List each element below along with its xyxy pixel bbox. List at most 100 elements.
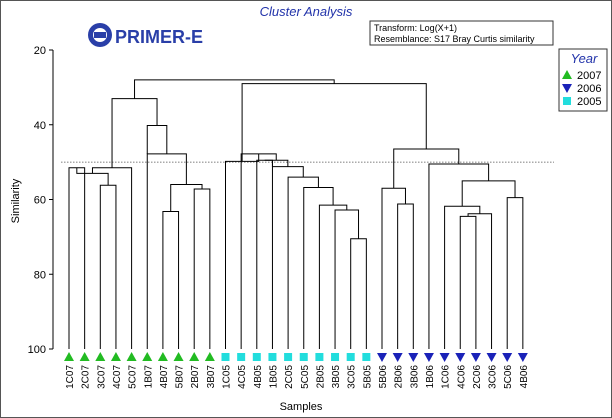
dendrogram-link <box>146 124 168 154</box>
dendrogram-link <box>444 205 481 349</box>
sample-marker-1b07 <box>142 352 153 361</box>
sample-label: 5B06 <box>378 365 389 389</box>
dendrogram-link <box>350 238 367 349</box>
sample-marker-1c05 <box>221 353 230 361</box>
resemblance-text: Resemblance: S17 Bray Curtis similarity <box>374 34 535 44</box>
sample-label: 3C07 <box>96 365 107 389</box>
dendrogram-link <box>111 98 158 168</box>
legend-title: Year <box>571 51 598 66</box>
sample-marker-2b07 <box>189 352 200 361</box>
y-tick-label: 40 <box>34 120 46 132</box>
sample-label: 4B05 <box>253 365 264 389</box>
y-tick-label: 80 <box>34 269 46 281</box>
sample-marker-4c07 <box>110 352 121 361</box>
dendrogram-link <box>334 209 360 349</box>
dendrogram-link <box>467 213 493 349</box>
sample-label: 5C05 <box>300 365 311 389</box>
sample-label: 4C05 <box>237 365 248 389</box>
sample-marker-2b05 <box>315 353 324 361</box>
dendrogram-link <box>381 187 406 349</box>
sample-marker-1c06 <box>439 353 450 362</box>
sample-label: 3B06 <box>409 365 420 389</box>
sample-label: 2B06 <box>394 365 405 389</box>
legend-marker-2006 <box>562 84 572 93</box>
dendrogram-link <box>99 184 117 349</box>
sample-marker-2c06 <box>470 353 481 362</box>
sample-marker-5c07 <box>126 352 137 361</box>
logo-text: PRIMER-E <box>115 27 203 47</box>
primer-e-logo: PRIMER-E <box>88 23 203 47</box>
legend-marker-2005 <box>563 97 571 105</box>
sample-marker-3b06 <box>408 353 419 362</box>
chart-title: Cluster Analysis <box>260 4 353 19</box>
sample-label: 3B07 <box>206 365 217 389</box>
sample-label: 4C07 <box>112 365 123 389</box>
sample-marker-5b05 <box>362 353 371 361</box>
sample-label: 1B07 <box>143 365 154 389</box>
y-axis: 20 40 60 80 100 <box>28 45 54 356</box>
dendrogram-link <box>397 203 414 349</box>
sample-label: 3C05 <box>347 365 358 389</box>
dendrogram-link <box>264 159 289 167</box>
sample-marker-2b06 <box>392 353 403 362</box>
sample-label: 2C07 <box>81 365 92 389</box>
sample-label: 2C05 <box>284 365 295 389</box>
sample-marker-4c06 <box>455 353 466 362</box>
sample-marker-5b07 <box>173 352 184 361</box>
dendrogram-link <box>193 188 211 349</box>
dendrogram-link <box>393 148 460 189</box>
sample-marker-4b05 <box>252 353 261 361</box>
sample-label: 4C06 <box>456 365 467 389</box>
dendrogram-link <box>225 153 260 349</box>
dendrogram-link <box>162 210 180 349</box>
sample-label: 3C06 <box>488 365 499 389</box>
sample-marker-5c05 <box>299 353 308 361</box>
sample-marker-4b07 <box>157 352 168 361</box>
sample-labels: 1C07 2C07 3C07 4C07 5C07 1B07 4B07 5B07 2B07 3B07… <box>65 365 530 389</box>
y-tick-label: 60 <box>34 195 46 207</box>
legend-marker-2007 <box>562 70 572 79</box>
sample-label: 5B07 <box>175 365 186 389</box>
dendrogram-link <box>506 197 524 349</box>
y-tick-label: 100 <box>28 344 46 356</box>
sample-marker-3c07 <box>95 352 106 361</box>
sample-marker-3b05 <box>331 353 340 361</box>
dendrogram-link <box>428 163 490 349</box>
sample-marker-2c07 <box>79 352 90 361</box>
sample-label: 1B06 <box>425 365 436 389</box>
sample-label: 1C06 <box>441 365 452 389</box>
y-axis-label: Similarity <box>10 178 22 223</box>
sample-marker-4b06 <box>517 353 528 362</box>
legend-label: 2007 <box>577 70 601 82</box>
transform-text: Transform: Log(X+1) <box>374 23 457 33</box>
sample-label: 2B07 <box>190 365 201 389</box>
sample-label: 2B05 <box>315 365 326 389</box>
dendrogram-link <box>146 153 187 349</box>
dendrogram-link <box>240 153 277 349</box>
sample-marker-5c06 <box>502 353 513 362</box>
sample-marker-3c05 <box>346 353 355 361</box>
sample-label: 1B05 <box>268 365 279 389</box>
sample-label: 2C06 <box>472 365 483 389</box>
sample-label: 5B05 <box>362 365 373 389</box>
sample-marker-1b05 <box>268 353 277 361</box>
dendrogram-link <box>461 180 516 207</box>
info-box: Transform: Log(X+1) Resemblance: S17 Bra… <box>369 20 554 46</box>
sample-label: 5C07 <box>128 365 139 389</box>
sample-marker-2c05 <box>284 353 293 361</box>
sample-markers <box>64 352 528 362</box>
dendrogram-link <box>68 167 86 349</box>
sample-label: 5C06 <box>503 365 514 389</box>
dendrogram-link <box>241 83 427 162</box>
sample-label: 1C07 <box>65 365 76 389</box>
dendrogram-links <box>68 79 524 349</box>
legend-label: 2006 <box>577 83 601 95</box>
sample-label: 1C05 <box>222 365 233 389</box>
dendrogram-link <box>303 187 334 349</box>
legend-label: 2005 <box>577 96 601 108</box>
sample-marker-3c06 <box>486 353 497 362</box>
sample-label: 4B06 <box>519 365 530 389</box>
sample-label: 4B07 <box>159 365 170 389</box>
